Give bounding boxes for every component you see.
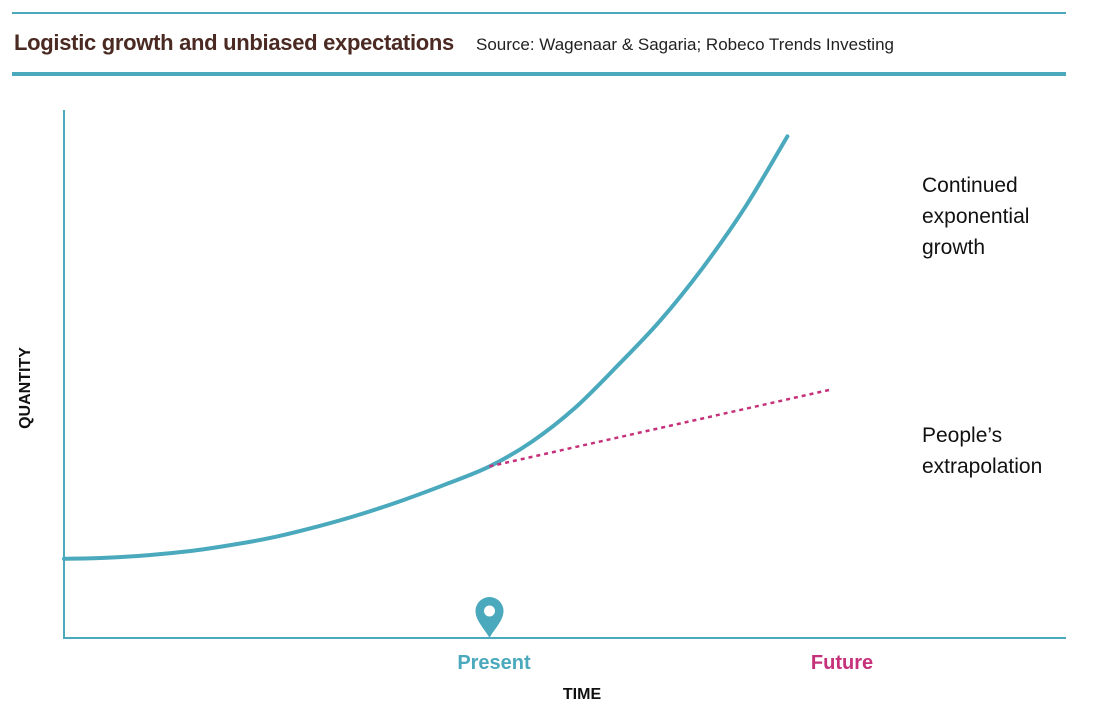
- annotation-exponential-growth: Continued exponential growth: [922, 174, 1030, 259]
- chart-title: Logistic growth and unbiased expectation…: [14, 30, 454, 55]
- series-layer: [62, 134, 831, 561]
- series-line-exponential-growth: [62, 134, 790, 561]
- series-line-extrapolation: [489, 388, 831, 468]
- map-pin-icon: [475, 597, 504, 638]
- chart-header: Logistic growth and unbiased expectation…: [14, 30, 894, 56]
- annotation-extrapolation: People’s extrapolation: [922, 424, 1043, 478]
- x-tick-present: Present: [457, 652, 531, 674]
- x-axis-label: TIME: [562, 686, 602, 703]
- marker-layer: [475, 597, 504, 638]
- chart-source: Source: Wagenaar & Sagaria; Robeco Trend…: [475, 35, 894, 54]
- y-axis-label: QUANTITY: [17, 347, 34, 429]
- header-top-rule: [12, 12, 1066, 14]
- header-bottom-rule: [12, 72, 1066, 76]
- x-tick-future: Future: [810, 652, 874, 674]
